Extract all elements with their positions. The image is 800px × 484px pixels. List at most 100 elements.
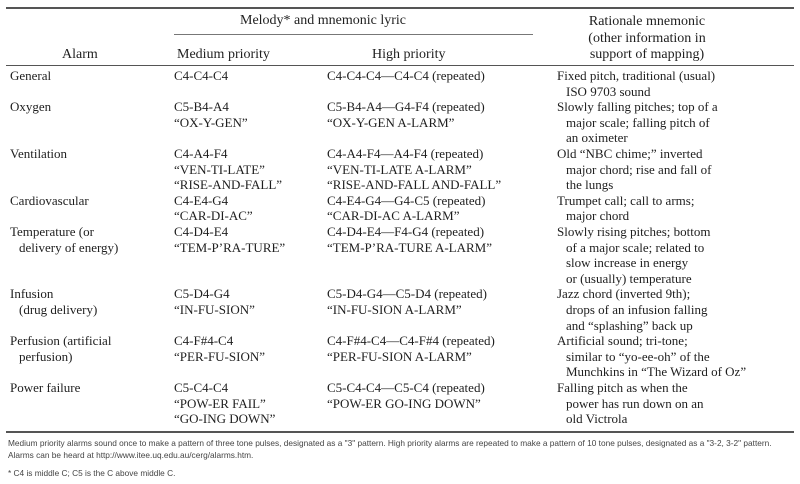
cell-line: C5-C4-C4—C5-C4 (repeated) — [327, 379, 485, 395]
cell-rationale: Falling pitch as when the power has run d… — [557, 380, 704, 427]
group-underline — [174, 34, 533, 35]
cell-line: Fixed pitch, traditional (usual) — [557, 68, 716, 83]
cell-line: C5-D4-G4—C5-D4 (repeated) — [327, 286, 487, 302]
cell-rationale: Slowly rising pitches; bottom of a major … — [557, 224, 710, 286]
cell-medium: C4-C4-C4 — [174, 68, 228, 84]
header-rationale-line: support of mapping) — [589, 47, 705, 62]
cell-line: Falling pitch as when the — [557, 379, 688, 395]
cell-alarm: Ventilation — [10, 146, 67, 162]
cell-line: power has run down on an — [566, 395, 704, 411]
cell-line: “RISE-AND-FALL” — [174, 177, 283, 193]
cell-line: C4-D4-E4 — [174, 223, 229, 239]
cell-line: C4-C4-C4—C4-C4 (repeated) — [327, 68, 485, 83]
cell-line: C5-C4-C4 — [174, 379, 229, 395]
cell-high: C5-B4-A4—G4-F4 (repeated) “OX-Y-GEN A-LAR… — [327, 99, 485, 130]
cell-line: “PER-FU-SION” — [174, 348, 265, 364]
cell-line: “VEN-TI-LATE” — [174, 161, 265, 177]
cell-line: “POW-ER GO-ING DOWN” — [327, 395, 481, 411]
cell-rationale: Artificial sound; tri-tone; similar to “y… — [557, 333, 746, 380]
cell-rationale: Trumpet call; call to arms; major chord — [557, 193, 694, 224]
cell-medium: C5-D4-G4 “IN-FU-SION” — [174, 286, 255, 317]
header-rationale-line: Rationale mnemonic — [588, 14, 706, 29]
cell-line: Artificial sound; tri-tone; — [557, 333, 688, 349]
header-rule — [6, 65, 794, 66]
cell-rationale: Jazz chord (inverted 9th); drops of an in… — [557, 286, 708, 333]
table-body: General C4-C4-C4 C4-C4-C4—C4-C4 (repeated)… — [0, 68, 800, 427]
header-medium: Medium priority — [177, 47, 270, 62]
cell-line: C4-D4-E4—F4-G4 (repeated) — [327, 223, 485, 239]
cell-line: major chord — [566, 208, 630, 224]
cell-line: “CAR-DI-AC A-LARM” — [327, 208, 460, 224]
table-row: Infusion (drug delivery) C5-D4-G4 “IN-FU-SI… — [0, 286, 800, 333]
header-rationale: Rationale mnemonic (other information in… — [557, 14, 737, 64]
cell-high: C4-D4-E4—F4-G4 (repeated) “TEM-P’RA-TURE … — [327, 224, 492, 255]
cell-line: delivery of energy) — [19, 239, 119, 255]
cell-line: “PER-FU-SION A-LARM” — [327, 348, 472, 364]
cell-high: C4-C4-C4—C4-C4 (repeated) — [327, 68, 485, 84]
table-row: Ventilation C4-A4-F4 “VEN-TI-LATE” “RISE-AN… — [0, 146, 800, 193]
cell-high: C5-C4-C4—C5-C4 (repeated) “POW-ER GO-ING … — [327, 380, 485, 411]
cell-medium: C5-B4-A4 “OX-Y-GEN” — [174, 99, 248, 130]
cell-alarm: Oxygen — [10, 99, 51, 115]
cell-line: “RISE-AND-FALL AND-FALL” — [327, 177, 502, 193]
header-high: High priority — [372, 47, 446, 62]
cell-line: “TEM-P’RA-TURE A-LARM” — [327, 239, 493, 255]
cell-medium: C5-C4-C4 “POW-ER FAIL” “GO-ING DOWN” — [174, 380, 275, 427]
cell-high: C4-F#4-C4—C4-F#4 (repeated) “PER-FU-SION … — [327, 333, 495, 364]
cell-line: C5-B4-A4 — [174, 99, 229, 115]
cell-alarm: Perfusion (artificial perfusion) — [10, 333, 111, 364]
cell-medium: C4-D4-E4 “TEM-P’RA-TURE” — [174, 224, 285, 255]
cell-medium: C4-F#4-C4 “PER-FU-SION” — [174, 333, 265, 364]
cell-line: the lungs — [566, 177, 614, 193]
cell-alarm: Infusion (drug delivery) — [10, 286, 97, 317]
top-rule — [6, 7, 794, 9]
header-alarm: Alarm — [62, 47, 98, 62]
cell-line: “OX-Y-GEN A-LARM” — [327, 114, 455, 130]
cell-line: “VEN-TI-LATE A-LARM” — [327, 161, 472, 177]
cell-alarm: Power failure — [10, 380, 80, 396]
cell-line: Cardiovascular — [10, 192, 89, 208]
cell-line: C5-D4-G4 — [174, 286, 230, 302]
cell-line: Jazz chord (inverted 9th); — [557, 286, 691, 302]
header-rationale-line: (other information in — [588, 30, 706, 46]
cell-rationale: Fixed pitch, traditional (usual) ISO 9703… — [557, 68, 715, 99]
cell-line: C4-E4-G4 — [174, 192, 229, 208]
cell-line: Ventilation — [10, 145, 68, 161]
cell-line: drops of an infusion falling — [566, 301, 708, 317]
cell-line: Infusion — [10, 286, 54, 302]
cell-line: General — [10, 68, 52, 83]
cell-line: Oxygen — [10, 99, 52, 115]
cell-high: C4-A4-F4—A4-F4 (repeated) “VEN-TI-LATE A-… — [327, 146, 501, 193]
cell-line: slow increase in energy — [566, 255, 689, 271]
table-row: Temperature (or delivery of energy) C4-D4-… — [0, 224, 800, 286]
cell-rationale: Old “NBC chime;” inverted major chord; ri… — [557, 146, 711, 193]
cell-line: C4-A4-F4 — [174, 145, 228, 161]
cell-line: Old “NBC chime;” inverted — [557, 145, 703, 161]
cell-line: “GO-ING DOWN” — [174, 411, 276, 427]
cell-medium: C4-E4-G4 “CAR-DI-AC” — [174, 193, 253, 224]
cell-rationale: Slowly falling pitches; top of a major sc… — [557, 99, 718, 146]
table-row: General C4-C4-C4 C4-C4-C4—C4-C4 (repeated)… — [0, 68, 800, 99]
cell-line: C4-E4-G4—G4-C5 (repeated) — [327, 192, 486, 208]
bottom-rule — [6, 431, 794, 433]
footnote-note: Medium priority alarms sound once to mak… — [8, 438, 772, 460]
cell-line: C4-F#4-C4 — [174, 333, 234, 349]
cell-line: Perfusion (artificial — [10, 333, 112, 349]
cell-alarm: Cardiovascular — [10, 193, 89, 209]
cell-line: C5-B4-A4—G4-F4 (repeated) — [327, 99, 485, 115]
cell-line: and “splashing” back up — [566, 317, 693, 333]
cell-alarm: General — [10, 68, 51, 84]
cell-line: ISO 9703 sound — [566, 83, 651, 99]
footnote-star: * C4 is middle C; C5 is the C above midd… — [8, 468, 176, 478]
cell-line: old Victrola — [566, 411, 628, 427]
cell-medium: C4-A4-F4 “VEN-TI-LATE” “RISE-AND-FALL” — [174, 146, 282, 193]
cell-line: “OX-Y-GEN” — [174, 114, 248, 130]
cell-high: C5-D4-G4—C5-D4 (repeated) “IN-FU-SION A-L… — [327, 286, 487, 317]
cell-alarm: Temperature (or delivery of energy) — [10, 224, 118, 255]
cell-line: of a major scale; related to — [566, 239, 705, 255]
table-row: Perfusion (artificial perfusion) C4-F#4-C4… — [0, 333, 800, 380]
cell-line: “IN-FU-SION” — [174, 301, 255, 317]
cell-line: major chord; rise and fall of — [566, 161, 712, 177]
cell-high: C4-E4-G4—G4-C5 (repeated) “CAR-DI-AC A-LA… — [327, 193, 485, 224]
cell-line: C4-F#4-C4—C4-F#4 (repeated) — [327, 333, 495, 349]
